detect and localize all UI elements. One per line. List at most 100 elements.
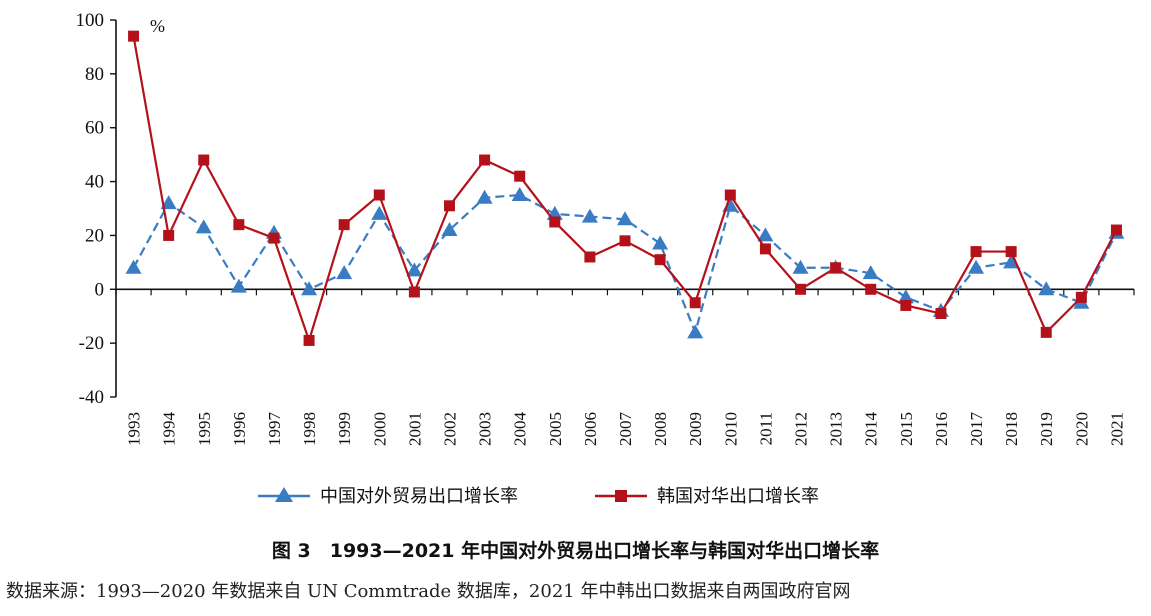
data-point-triangle xyxy=(301,281,318,296)
data-point-square xyxy=(900,299,912,311)
data-point-triangle xyxy=(897,289,914,304)
y-tick-label: 60 xyxy=(85,118,104,139)
x-tick-label: 2002 xyxy=(440,412,459,446)
data-point-triangle xyxy=(336,265,353,280)
x-tick-label: 1994 xyxy=(160,412,179,447)
x-tick-label: 2005 xyxy=(546,412,565,446)
x-tick-label: 2004 xyxy=(511,412,530,447)
data-point-square xyxy=(865,283,877,295)
data-point-square xyxy=(338,219,350,231)
data-point-triangle xyxy=(230,278,247,293)
chart-series xyxy=(125,30,1125,346)
x-tick-label: 2009 xyxy=(686,412,705,446)
data-point-square xyxy=(1075,291,1087,303)
legend-marker-square xyxy=(615,490,627,502)
data-point-square xyxy=(654,254,666,266)
data-point-triangle xyxy=(1003,254,1020,269)
data-point-triangle xyxy=(1038,281,1055,296)
data-point-square xyxy=(303,334,315,346)
legend-marker-triangle xyxy=(275,487,293,502)
y-tick-label: 100 xyxy=(76,10,105,31)
data-point-triangle xyxy=(476,189,493,204)
x-tick-label: 2017 xyxy=(967,412,986,447)
x-tick-label: 1998 xyxy=(300,412,319,446)
legend-label: 韩国对华出口增长率 xyxy=(657,486,819,507)
x-tick-label: 2012 xyxy=(792,412,811,446)
data-point-square xyxy=(724,189,736,201)
y-tick-label: 80 xyxy=(85,64,104,85)
data-point-triangle xyxy=(511,187,528,202)
chart-legend: 中国对外贸易出口增长率 韩国对华出口增长率 xyxy=(258,486,819,507)
x-tick-label: 2000 xyxy=(370,412,389,446)
data-point-triangle xyxy=(581,208,598,223)
data-point-triangle xyxy=(617,211,633,226)
data-point-triangle xyxy=(968,259,985,274)
data-point-square xyxy=(830,262,842,274)
x-tick-label: 2013 xyxy=(827,412,846,446)
legend-label: 中国对外贸易出口增长率 xyxy=(320,486,518,507)
x-tick-label: 1995 xyxy=(195,412,214,446)
x-tick-label: 1999 xyxy=(335,412,354,446)
data-point-square xyxy=(514,170,526,182)
data-point-square xyxy=(1110,224,1122,236)
data-point-triangle xyxy=(371,205,388,220)
x-tick-label: 2019 xyxy=(1037,412,1056,446)
data-point-triangle xyxy=(160,195,177,210)
data-point-square xyxy=(479,154,491,166)
x-tick-label: 2014 xyxy=(862,412,881,447)
x-tick-label: 1993 xyxy=(125,412,144,446)
data-point-square xyxy=(443,200,455,212)
data-point-triangle xyxy=(792,259,809,274)
x-tick-label: 2016 xyxy=(932,412,951,446)
x-tick-label: 1996 xyxy=(230,412,249,446)
data-point-triangle xyxy=(125,259,142,274)
data-point-square xyxy=(689,297,701,309)
figure-caption: 图 3 1993—2021 年中国对外贸易出口增长率与韩国对华出口增长率 xyxy=(271,540,880,562)
x-tick-label: 2008 xyxy=(651,412,670,446)
data-point-triangle xyxy=(862,265,879,280)
data-point-square xyxy=(1040,326,1052,338)
x-tick-label: 2003 xyxy=(476,412,495,446)
x-axis-ticks: 1993 1994 1995 1996 1997 1998 1999 2000 2001 2002… xyxy=(115,289,1135,447)
data-point-square xyxy=(549,216,561,228)
data-point-square xyxy=(373,189,385,201)
x-tick-label: 2018 xyxy=(1002,412,1021,446)
y-tick-label: -40 xyxy=(79,387,104,408)
y-tick-label: 0 xyxy=(95,279,105,300)
y-tick-label: -20 xyxy=(79,333,104,354)
data-point-triangle xyxy=(757,227,774,242)
x-tick-label: 2010 xyxy=(721,412,740,446)
data-point-square xyxy=(128,30,140,42)
data-point-triangle xyxy=(195,219,212,234)
data-point-triangle xyxy=(687,324,704,339)
y-axis-ticks: 100 80 60 40 20 0 -20 -40% xyxy=(76,10,166,408)
chart-axes xyxy=(115,20,1134,397)
line-chart: 100 80 60 40 20 0 -20 -40% 1993 1994 1995 1996 1997… xyxy=(76,10,1135,507)
x-tick-label: 2020 xyxy=(1072,412,1091,446)
x-tick-label: 2006 xyxy=(581,412,600,446)
data-point-square xyxy=(970,246,982,258)
data-source-note: 数据来源：1993—2020 年数据来自 UN Commtrade 数据库，20… xyxy=(6,581,851,602)
data-point-square xyxy=(619,235,631,247)
data-point-square xyxy=(935,308,947,320)
data-point-square xyxy=(795,283,807,295)
data-point-square xyxy=(584,251,596,263)
x-tick-label: 2007 xyxy=(616,412,635,447)
data-point-square xyxy=(408,286,420,298)
x-tick-label: 2021 xyxy=(1107,412,1126,446)
y-unit-label: % xyxy=(150,16,165,36)
data-point-square xyxy=(198,154,210,166)
y-tick-label: 20 xyxy=(85,225,104,246)
data-point-square xyxy=(1005,246,1017,258)
data-point-square xyxy=(759,243,771,255)
data-point-triangle xyxy=(441,222,458,237)
x-tick-label: 2015 xyxy=(897,412,916,446)
data-point-triangle xyxy=(406,262,423,277)
x-tick-label: 2011 xyxy=(756,412,775,445)
series-line xyxy=(132,35,1118,345)
data-point-square xyxy=(268,232,280,244)
x-tick-label: 2001 xyxy=(405,412,424,446)
data-point-triangle xyxy=(652,235,669,250)
data-point-square xyxy=(163,229,175,241)
data-point-square xyxy=(233,219,245,231)
